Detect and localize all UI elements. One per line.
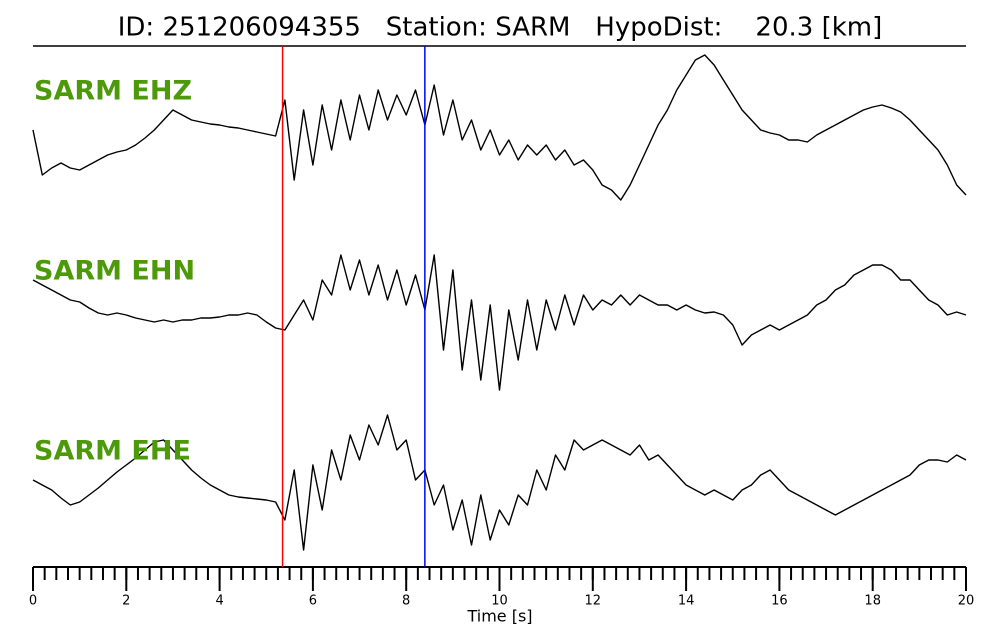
- x-tick-label: 4: [215, 594, 223, 609]
- x-tick-label: 18: [864, 594, 881, 609]
- x-tick-label: 12: [585, 594, 602, 609]
- waveform: [32, 54, 967, 201]
- trace-label: SARM EHZ: [34, 76, 192, 107]
- x-tick-label: 0: [29, 594, 37, 609]
- trace-label: SARM EHN: [34, 256, 195, 287]
- x-tick-label: 2: [122, 594, 130, 609]
- x-tick-label: 8: [402, 594, 410, 609]
- waveform: [32, 414, 967, 551]
- chart-title: ID: 251206094355 Station: SARM HypoDist:…: [118, 13, 883, 43]
- waveform: [32, 254, 967, 391]
- x-tick-label: 14: [678, 594, 695, 609]
- x-axis-label: Time [s]: [466, 607, 532, 626]
- x-tick-label: 10: [491, 594, 508, 609]
- trace-label: SARM EHE: [34, 436, 191, 467]
- x-tick-label: 20: [958, 594, 975, 609]
- x-tick-label: 6: [309, 594, 317, 609]
- x-tick-label: 16: [771, 594, 788, 609]
